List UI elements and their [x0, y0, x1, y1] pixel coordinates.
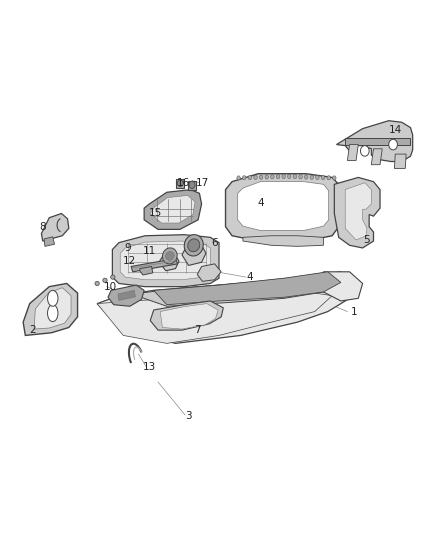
Ellipse shape	[332, 176, 336, 180]
Ellipse shape	[271, 175, 274, 179]
Text: 13: 13	[143, 362, 156, 372]
Text: 5: 5	[364, 235, 370, 245]
Polygon shape	[336, 120, 413, 161]
Ellipse shape	[47, 305, 58, 321]
Polygon shape	[120, 241, 210, 280]
Polygon shape	[226, 174, 339, 241]
Ellipse shape	[265, 175, 268, 179]
Polygon shape	[44, 237, 54, 246]
Text: 14: 14	[389, 125, 402, 135]
Text: 9: 9	[124, 243, 131, 253]
Polygon shape	[132, 273, 341, 306]
Polygon shape	[108, 285, 144, 306]
Ellipse shape	[276, 174, 280, 179]
Polygon shape	[177, 179, 184, 188]
Polygon shape	[42, 214, 69, 241]
Text: 11: 11	[143, 246, 156, 256]
Ellipse shape	[189, 181, 195, 189]
Text: 8: 8	[39, 222, 46, 232]
Text: 12: 12	[123, 256, 136, 266]
Ellipse shape	[304, 175, 308, 179]
Ellipse shape	[188, 239, 200, 252]
Ellipse shape	[237, 176, 240, 180]
Polygon shape	[345, 183, 371, 240]
Text: 15: 15	[149, 208, 162, 219]
Ellipse shape	[184, 235, 203, 256]
Polygon shape	[113, 235, 219, 287]
Ellipse shape	[166, 252, 174, 260]
Text: 4: 4	[246, 272, 253, 282]
Polygon shape	[159, 252, 179, 271]
Polygon shape	[150, 196, 195, 223]
Polygon shape	[238, 182, 328, 230]
Ellipse shape	[248, 175, 251, 180]
Polygon shape	[345, 138, 410, 144]
Polygon shape	[97, 272, 358, 343]
Text: 17: 17	[196, 177, 209, 188]
Ellipse shape	[47, 290, 58, 306]
Ellipse shape	[243, 176, 246, 180]
Polygon shape	[323, 272, 363, 301]
Ellipse shape	[259, 175, 263, 179]
Text: 16: 16	[177, 177, 190, 188]
Ellipse shape	[162, 248, 177, 264]
Text: 7: 7	[194, 325, 201, 335]
Polygon shape	[144, 190, 201, 229]
Ellipse shape	[316, 175, 319, 180]
Polygon shape	[347, 144, 358, 160]
Ellipse shape	[293, 174, 297, 179]
Polygon shape	[394, 154, 406, 168]
Text: 6: 6	[212, 238, 218, 248]
Text: 10: 10	[104, 281, 117, 292]
Text: 2: 2	[29, 325, 36, 335]
Ellipse shape	[287, 174, 291, 179]
Text: 3: 3	[185, 411, 192, 421]
Polygon shape	[23, 284, 78, 335]
Polygon shape	[160, 304, 218, 329]
Polygon shape	[371, 149, 382, 165]
Polygon shape	[187, 181, 196, 190]
Ellipse shape	[282, 174, 286, 179]
Ellipse shape	[321, 175, 325, 180]
Ellipse shape	[299, 175, 302, 179]
Ellipse shape	[95, 281, 99, 286]
Polygon shape	[243, 236, 323, 246]
Polygon shape	[34, 288, 71, 329]
Polygon shape	[131, 259, 178, 272]
Ellipse shape	[254, 175, 257, 180]
Polygon shape	[97, 290, 332, 343]
Ellipse shape	[111, 275, 115, 279]
Ellipse shape	[103, 278, 107, 282]
Text: 4: 4	[257, 198, 264, 208]
Text: 1: 1	[350, 306, 357, 317]
Polygon shape	[150, 301, 223, 330]
Ellipse shape	[360, 146, 369, 156]
Polygon shape	[334, 177, 380, 248]
Ellipse shape	[310, 175, 314, 179]
Polygon shape	[197, 264, 221, 281]
Polygon shape	[182, 241, 206, 265]
Ellipse shape	[389, 139, 397, 150]
Polygon shape	[154, 272, 341, 305]
Polygon shape	[140, 266, 153, 275]
Ellipse shape	[177, 180, 184, 187]
Ellipse shape	[327, 176, 330, 180]
Polygon shape	[118, 290, 135, 301]
